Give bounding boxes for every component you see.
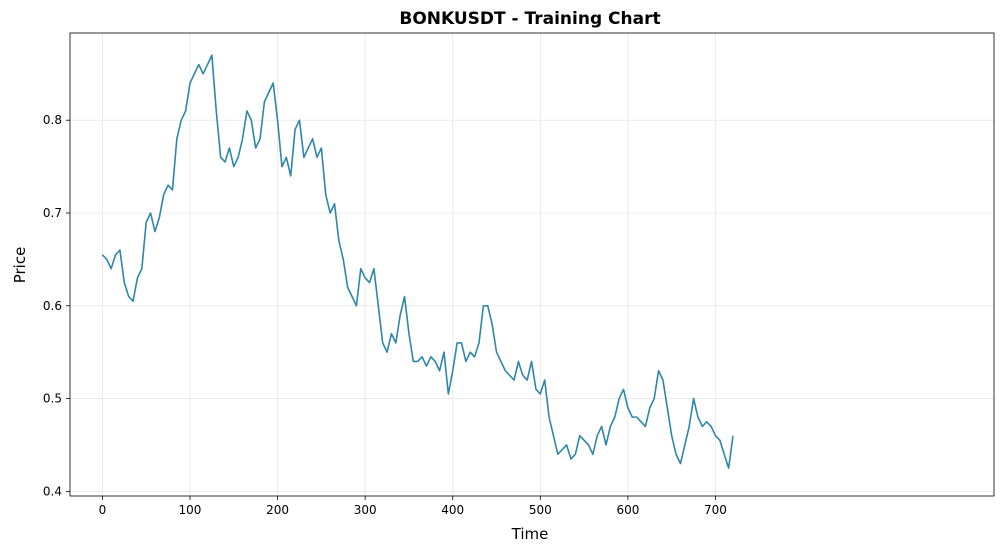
x-tick-label: 100 bbox=[179, 503, 202, 517]
x-tick-label: 700 bbox=[704, 503, 727, 517]
price-series-line bbox=[101, 54, 734, 469]
y-axis-label: Price bbox=[11, 247, 29, 284]
x-tick-label: 400 bbox=[441, 503, 464, 517]
y-tick-label: 0.7 bbox=[43, 206, 62, 220]
plot-frame bbox=[69, 32, 995, 497]
x-tick-label: 300 bbox=[354, 503, 377, 517]
x-axis-label: Time bbox=[511, 525, 549, 543]
y-tick-label: 0.4 bbox=[43, 484, 62, 498]
ticks: 0 100 200 300 400 500 600 700 0.4 0.5 0.6 0.7 0.8 bbox=[43, 113, 727, 517]
y-tick-label: 0.6 bbox=[43, 299, 62, 313]
x-tick-label: 600 bbox=[616, 503, 639, 517]
chart-title: BONKUSDT - Training Chart bbox=[399, 9, 660, 29]
y-tick-label: 0.8 bbox=[43, 113, 62, 127]
x-tick-label: 0 bbox=[99, 503, 107, 517]
x-tick-label: 200 bbox=[266, 503, 289, 517]
y-tick-label: 0.5 bbox=[43, 392, 62, 406]
x-tick-label: 500 bbox=[529, 503, 552, 517]
grid bbox=[70, 33, 994, 496]
